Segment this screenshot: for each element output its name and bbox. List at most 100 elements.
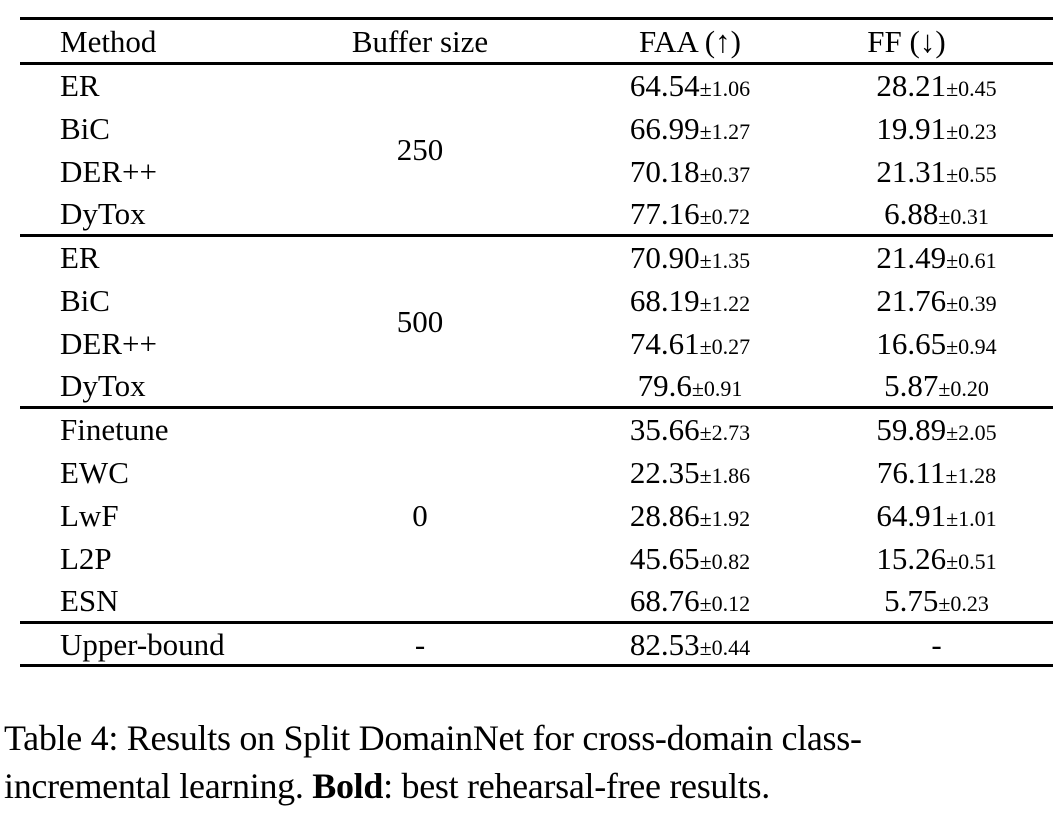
faa-std: ±1.22 xyxy=(699,290,751,316)
faa-cell: 68.19±1.22 xyxy=(520,279,860,322)
ff-std: ±0.39 xyxy=(946,290,997,316)
faa-std: ±1.06 xyxy=(699,76,751,102)
ff-cell: 64.91±1.01 xyxy=(860,494,1053,537)
ff-cell: 6.88±0.31 xyxy=(860,193,1053,236)
method-cell: DER++ xyxy=(60,153,157,189)
ff-value: 21.76 xyxy=(876,282,947,318)
ff-std: ±0.55 xyxy=(946,161,997,187)
faa-value: 74.61 xyxy=(629,325,700,361)
faa-std: ±2.73 xyxy=(699,420,751,446)
ff-cell: 21.76±0.39 xyxy=(860,279,1053,322)
method-cell: L2P xyxy=(60,540,112,576)
buffer-size-cell: - xyxy=(320,621,520,666)
faa-std: ±0.91 xyxy=(691,375,743,401)
faa-cell: 28.86±1.92 xyxy=(520,494,860,537)
buffer-size-cell: 250 xyxy=(320,62,520,236)
header-faa: FAA (↑) xyxy=(639,23,741,59)
ff-value: 28.21 xyxy=(876,68,947,104)
ff-std: ±0.20 xyxy=(938,375,989,401)
faa-std: ±0.44 xyxy=(699,634,751,660)
ff-std: ±2.05 xyxy=(946,420,997,446)
method-cell: ER xyxy=(20,62,320,107)
faa-cell: 70.90±1.35 xyxy=(520,234,860,279)
faa-value: 77.16 xyxy=(629,195,700,231)
faa-value: 70.90 xyxy=(629,240,700,276)
faa-cell: 64.54±1.06 xyxy=(520,62,860,107)
caption-bold-word: Bold xyxy=(312,766,384,806)
header-row: Method Buffer size FAA (↑) FF (↓) xyxy=(20,19,1053,64)
ff-std: ±1.28 xyxy=(945,462,997,488)
ff-value: 21.49 xyxy=(876,240,947,276)
ff-std: ±0.61 xyxy=(946,248,997,274)
faa-value: 79.6 xyxy=(637,367,692,403)
ff-value: 19.91 xyxy=(876,110,947,146)
ff-value: 6.88 xyxy=(884,195,939,231)
faa-cell: 74.61±0.27 xyxy=(520,322,860,365)
ff-value: 21.31 xyxy=(876,153,947,189)
table-row: ER 250 64.54±1.06 28.21±0.45 xyxy=(20,62,1053,236)
method-cell: DyTox xyxy=(60,367,146,403)
faa-std: ±1.92 xyxy=(699,505,751,531)
caption-line-1: Table 4: Results on Split DomainNet for … xyxy=(4,718,862,758)
ff-cell: 59.89±2.05 xyxy=(860,406,1053,451)
ff-value: 5.75 xyxy=(884,582,939,618)
table-row: DyTox 79.6±0.91 5.87±0.20 xyxy=(20,365,1053,408)
faa-std: ±0.27 xyxy=(699,333,751,359)
caption-text: : best rehearsal-free results. xyxy=(383,766,770,806)
ff-value: 5.87 xyxy=(884,367,939,403)
table-row: DyTox 77.16±0.72 6.88±0.31 xyxy=(20,193,1053,236)
faa-std: ±0.37 xyxy=(699,161,751,187)
method-cell: ESN xyxy=(60,582,119,618)
ff-value: 59.89 xyxy=(876,412,947,448)
faa-value: 68.76 xyxy=(629,582,700,618)
faa-std: ±1.35 xyxy=(699,248,751,274)
faa-value: 66.99 xyxy=(629,110,700,146)
faa-std: ±0.12 xyxy=(699,590,751,616)
faa-cell: 79.6±0.91 xyxy=(520,365,860,408)
faa-value: 70.18 xyxy=(629,153,700,189)
method-cell: BiC xyxy=(60,110,110,146)
faa-cell: 77.16±0.72 xyxy=(520,193,860,236)
ff-cell: 15.26±0.51 xyxy=(860,537,1053,580)
ff-cell: 21.31±0.55 xyxy=(860,150,1053,193)
ff-std: ±0.23 xyxy=(938,590,989,616)
ff-cell: 5.87±0.20 xyxy=(860,365,1053,408)
ff-std: ±0.94 xyxy=(946,333,997,359)
method-cell: EWC xyxy=(60,454,129,490)
ff-std: ±0.23 xyxy=(946,118,997,144)
faa-value: 45.65 xyxy=(629,540,700,576)
ff-value: 16.65 xyxy=(876,325,947,361)
ff-cell: 28.21±0.45 xyxy=(860,62,1053,107)
table-row: Upper-bound - 82.53±0.44 - xyxy=(20,621,1053,666)
faa-cell: 70.18±0.37 xyxy=(520,150,860,193)
faa-value: 35.66 xyxy=(629,412,700,448)
ff-cell: 5.75±0.23 xyxy=(860,580,1053,623)
faa-value: 68.19 xyxy=(629,282,700,318)
method-cell: ER xyxy=(20,234,320,279)
method-cell: Upper-bound xyxy=(20,621,320,666)
ff-std: ±0.45 xyxy=(946,76,997,102)
ff-cell: 16.65±0.94 xyxy=(860,322,1053,365)
table-row: BiC 68.19±1.22 21.76±0.39 xyxy=(20,279,1053,322)
faa-cell: 22.35±1.86 xyxy=(520,451,860,494)
faa-cell: 66.99±1.27 xyxy=(520,107,860,150)
method-cell: DyTox xyxy=(60,195,146,231)
ff-cell: 76.11±1.28 xyxy=(860,451,1053,494)
faa-value: 22.35 xyxy=(629,454,700,490)
method-cell: Finetune xyxy=(20,406,320,451)
faa-std: ±0.82 xyxy=(699,548,751,574)
method-cell: LwF xyxy=(60,497,119,533)
header-ff: FF (↓) xyxy=(867,23,946,59)
faa-cell: 35.66±2.73 xyxy=(520,406,860,451)
table-row: Finetune 0 35.66±2.73 59.89±2.05 xyxy=(20,406,1053,623)
faa-value: 82.53 xyxy=(629,626,700,662)
ff-std: ±0.51 xyxy=(946,548,997,574)
results-table: Method Buffer size FAA (↑) FF (↓) ER 250… xyxy=(20,17,1053,667)
buffer-size-cell: 0 xyxy=(320,406,520,623)
table-row: LwF 28.86±1.92 64.91±1.01 xyxy=(20,494,1053,537)
buffer-size-cell: 500 xyxy=(320,234,520,408)
faa-std: ±1.27 xyxy=(699,118,751,144)
ff-std: ±1.01 xyxy=(946,505,997,531)
faa-std: ±0.72 xyxy=(699,203,751,229)
ff-value: 76.11 xyxy=(876,454,946,490)
